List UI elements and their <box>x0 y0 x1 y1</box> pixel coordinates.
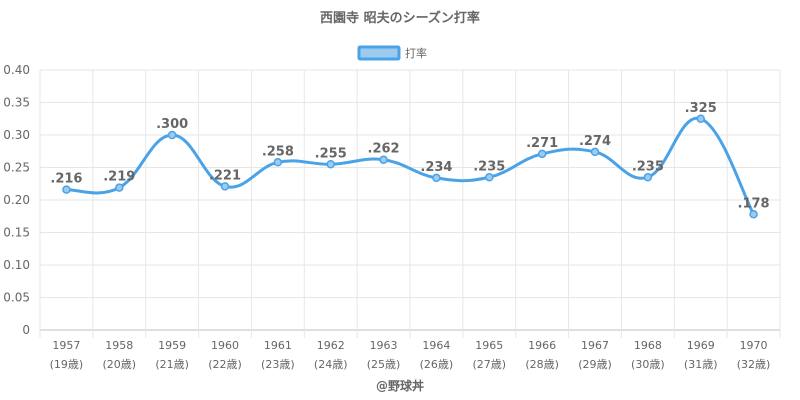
x-tick-sublabel: (20歳) <box>102 358 136 371</box>
x-tick-label: 1967 <box>581 339 609 352</box>
x-tick-label: 1962 <box>317 339 345 352</box>
y-tick-label: 0 <box>22 323 30 337</box>
x-tick-sublabel: (27歳) <box>472 358 506 371</box>
x-tick-label: 1959 <box>158 339 186 352</box>
x-tick-sublabel: (31歳) <box>684 358 718 371</box>
x-tick-label: 1963 <box>370 339 398 352</box>
data-point[interactable] <box>326 160 335 169</box>
chart-title: 西園寺 昭夫のシーズン打率 <box>320 10 480 26</box>
x-tick-label: 1966 <box>528 339 556 352</box>
data-point[interactable] <box>167 130 177 140</box>
data-point[interactable] <box>62 185 71 194</box>
y-tick-label: 0.15 <box>3 226 30 240</box>
legend-label: 打率 <box>405 46 427 60</box>
data-label: .300 <box>156 117 188 132</box>
data-label: .234 <box>420 160 452 175</box>
grid <box>39 69 781 338</box>
x-tick-label: 1960 <box>211 339 239 352</box>
y-tick-label: 0.25 <box>3 161 30 175</box>
y-tick-label: 0.05 <box>3 291 30 305</box>
x-tick-sublabel: (19歳) <box>50 358 84 371</box>
x-tick-label: 1965 <box>475 339 503 352</box>
x-tick-label: 1970 <box>740 339 768 352</box>
data-point[interactable] <box>432 173 441 183</box>
data-label: .258 <box>262 144 294 159</box>
legend-swatch <box>357 45 401 61</box>
data-point[interactable] <box>115 183 124 192</box>
x-tick-sublabel: (23歳) <box>261 358 295 371</box>
x-tick-sublabel: (28歳) <box>525 358 559 371</box>
data-label: .325 <box>685 101 717 116</box>
y-tick-label: 0.35 <box>3 96 30 110</box>
x-tick-label: 1957 <box>52 339 80 352</box>
x-tick-label: 1964 <box>422 339 450 352</box>
x-tick-sublabel: (26歳) <box>420 358 454 371</box>
y-tick-label: 0.10 <box>3 258 30 272</box>
x-tick-sublabel: (30歳) <box>631 358 665 371</box>
y-tick-label: 0.40 <box>3 63 30 77</box>
data-point[interactable] <box>220 182 230 191</box>
x-tick-sublabel: (32歳) <box>737 358 771 371</box>
data-label: .274 <box>579 134 611 149</box>
data-label: .255 <box>315 146 347 161</box>
data-label: .216 <box>50 172 82 187</box>
x-tick-label: 1968 <box>634 339 662 352</box>
y-axis: 0 0.05 0.10 0.15 0.20 0.25 0.30 0.35 0.40 <box>3 63 30 337</box>
data-points <box>62 114 758 219</box>
data-label: .235 <box>473 159 505 174</box>
data-label: .271 <box>526 136 558 151</box>
x-tick-sublabel: (29歳) <box>578 358 612 371</box>
x-tick-label: 1969 <box>687 339 715 352</box>
y-tick-label: 0.30 <box>3 128 30 142</box>
data-point[interactable] <box>485 173 494 182</box>
x-tick-sublabel: (25歳) <box>367 358 401 371</box>
x-tick-label: 1958 <box>105 339 133 352</box>
x-tick-sublabel: (22歳) <box>208 358 242 371</box>
data-label: .262 <box>368 142 400 157</box>
x-tick-sublabel: (21歳) <box>155 358 189 371</box>
data-point[interactable] <box>590 147 600 157</box>
data-point[interactable] <box>696 114 705 123</box>
y-tick-label: 0.20 <box>3 193 30 207</box>
data-label: .219 <box>103 170 135 185</box>
credit-label: @野球丼 <box>376 378 424 393</box>
data-labels: .216 .219 .300 .221 .258 .255 .262 .234 .235 .271… <box>50 101 769 212</box>
data-label: .178 <box>738 196 770 211</box>
legend[interactable]: 打率 <box>357 45 427 61</box>
data-point[interactable] <box>273 158 283 167</box>
x-tick-label: 1961 <box>264 339 292 352</box>
data-point[interactable] <box>379 155 388 164</box>
data-label: .235 <box>632 159 664 174</box>
x-axis: 1957 (19歳) 1958 (20歳) 1959 (21歳) 1960 (22歳) 1961… <box>50 339 771 371</box>
data-point[interactable] <box>749 210 758 219</box>
x-tick-sublabel: (24歳) <box>314 358 348 371</box>
data-point[interactable] <box>537 149 547 159</box>
data-label: .221 <box>209 168 241 183</box>
data-point[interactable] <box>643 173 653 182</box>
